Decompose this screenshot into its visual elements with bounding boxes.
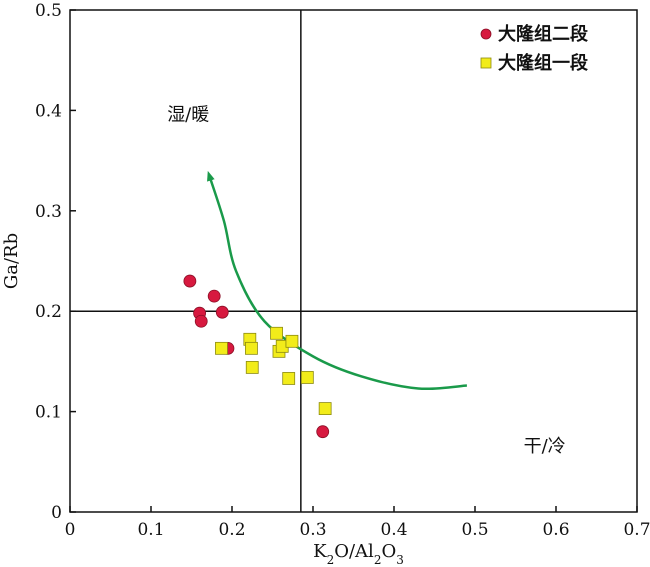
point-series-1 xyxy=(194,314,208,328)
point-series-2 xyxy=(300,371,314,384)
trend-arrow xyxy=(207,170,467,391)
point-series-2 xyxy=(318,402,332,415)
legend-marker-series-1 xyxy=(480,28,492,40)
point-series-2 xyxy=(285,334,299,348)
legend-marker-series-2 xyxy=(480,57,492,69)
x-tick-label: 0.4 xyxy=(380,520,407,540)
point-series-2 xyxy=(245,361,259,374)
y-tick-label: 0.3 xyxy=(35,202,62,222)
point-series-2 xyxy=(270,326,283,340)
y-tick-label: 0.1 xyxy=(35,403,62,423)
legend-label-series-2: 大隆组一段 xyxy=(498,52,589,74)
x-axis-label: K2O/Al2O3 xyxy=(313,541,404,567)
x-tick-label: 0.3 xyxy=(299,520,326,540)
axis-ticks: 0 0.1 0.2 0.3 0.4 0.5 0.6 0.7 0 0.1 0.2 0.3 0.4 0.5 xyxy=(35,1,650,540)
data-points xyxy=(183,274,332,439)
reference-lines xyxy=(70,10,637,512)
x-tick-label: 0.7 xyxy=(623,520,650,540)
y-tick-label: 0.2 xyxy=(35,302,62,322)
x-tick-label: 0.1 xyxy=(137,520,164,540)
x-tick-label: 0 xyxy=(65,520,76,540)
point-series-1 xyxy=(183,274,197,288)
point-series-1 xyxy=(316,425,330,439)
point-series-1 xyxy=(207,289,221,303)
point-series-2 xyxy=(245,341,258,355)
region-label-wet-warm: 湿/暖 xyxy=(167,104,209,125)
point-series-1 xyxy=(215,305,229,319)
plot-area xyxy=(69,9,638,513)
trend-arrow-layer xyxy=(207,170,467,391)
region-label-dry-cold: 干/冷 xyxy=(524,436,566,457)
x-tick-label: 0.6 xyxy=(542,520,569,540)
plot-frame xyxy=(69,9,638,513)
y-tick-label: 0 xyxy=(51,503,62,523)
legend-label-series-1: 大隆组二段 xyxy=(498,23,589,45)
axis-labels: K2O/Al2O3 Ga/Rb 湿/暖干/冷 xyxy=(1,104,566,567)
y-tick-label: 0.5 xyxy=(35,1,62,21)
y-axis-label: Ga/Rb xyxy=(1,233,22,289)
x-tick-label: 0.2 xyxy=(218,520,245,540)
point-series-2 xyxy=(215,341,228,355)
y-tick-label: 0.4 xyxy=(35,101,62,121)
x-tick-label: 0.5 xyxy=(461,520,488,540)
point-series-2 xyxy=(282,372,296,385)
